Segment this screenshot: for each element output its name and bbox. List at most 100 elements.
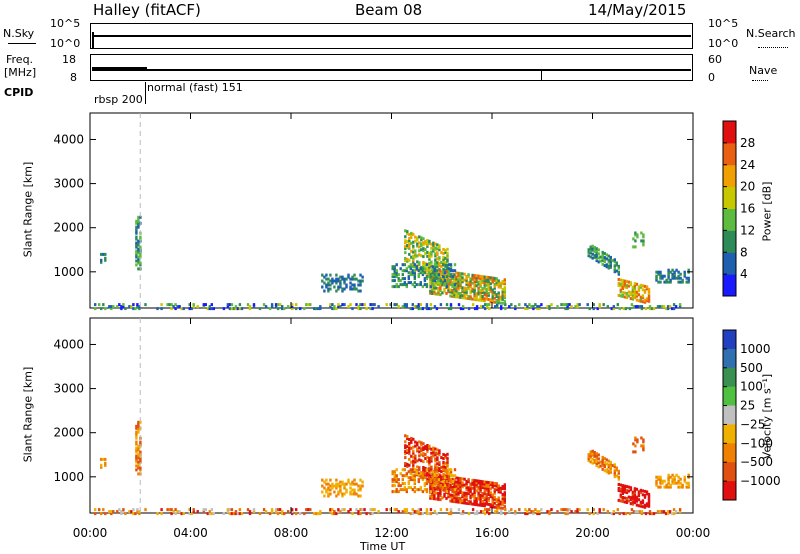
echo-cell: [463, 296, 466, 300]
echo-cell: [650, 307, 654, 311]
echo-cell: [436, 251, 439, 255]
echo-cell: [445, 480, 449, 484]
echo-cell: [631, 287, 635, 291]
echo-cell: [417, 480, 420, 484]
echo-cell: [495, 277, 498, 281]
echo-cell: [493, 505, 496, 509]
echo-cell: [345, 482, 348, 486]
echo-cell: [483, 279, 486, 283]
echo-cell: [479, 479, 482, 483]
echo-cell: [369, 512, 372, 516]
echo-cell: [397, 482, 400, 486]
echo-cell: [433, 265, 437, 269]
echo-cell: [501, 498, 504, 502]
echo-cell: [451, 485, 454, 489]
echo-cell: [467, 500, 470, 504]
echo-cell: [447, 267, 451, 271]
echo-cell: [481, 502, 484, 505]
echo-cell: [435, 307, 439, 311]
echo-cell: [327, 277, 330, 281]
echo-cell: [574, 305, 577, 309]
echo-cell: [599, 259, 602, 263]
echo-cell: [391, 490, 394, 494]
echo-cell: [393, 470, 396, 474]
echo-cell: [437, 279, 441, 283]
echo-cell: [451, 280, 454, 284]
echo-cell: [335, 273, 338, 277]
echo-cell: [611, 259, 614, 263]
echo-cell: [190, 512, 193, 516]
echo-cell: [663, 280, 666, 284]
echo-cell: [361, 275, 364, 279]
echo-cell: [588, 512, 591, 516]
echo-cell: [403, 303, 406, 307]
echo-cell: [473, 293, 476, 297]
echo-cell: [612, 307, 615, 311]
echo-cell: [323, 275, 326, 279]
echo-cell: [410, 255, 413, 259]
echo-cell: [397, 279, 400, 283]
echo-cell: [433, 472, 437, 476]
echo-cell: [500, 305, 503, 309]
echo-cell: [483, 281, 486, 285]
echo-cell: [428, 470, 431, 474]
echo-cell: [665, 280, 668, 284]
echo-cell: [349, 285, 352, 289]
echo-cell: [617, 264, 620, 268]
echo-cell: [444, 461, 447, 465]
echo-cell: [566, 508, 569, 512]
echo-cell: [98, 303, 101, 307]
echo-cell: [666, 307, 670, 311]
echo-cell: [479, 481, 482, 485]
echo-cell: [469, 502, 472, 506]
echo-cell: [497, 504, 500, 508]
echo-cell: [675, 481, 678, 485]
echo-cell: [497, 486, 500, 490]
echo-cell: [437, 485, 440, 489]
echo-cell: [491, 503, 494, 507]
echo-cell: [135, 253, 138, 257]
echo-cell: [178, 510, 181, 514]
echo-cell: [432, 241, 435, 245]
echo-cell: [609, 257, 612, 261]
echo-cell: [428, 241, 431, 245]
echo-cell: [412, 256, 415, 260]
echo-cell: [499, 500, 502, 504]
echo-cell: [335, 307, 338, 311]
echo-cell: [459, 293, 462, 297]
echo-cell: [641, 284, 645, 288]
echo-cell: [335, 289, 338, 293]
echo-cell: [479, 296, 482, 300]
echo-cell: [667, 276, 670, 280]
echo-cell: [355, 303, 358, 307]
freq-drop-spike: [541, 69, 542, 81]
echo-cell: [449, 499, 452, 503]
echo-cell: [437, 275, 441, 279]
echo-cell: [451, 489, 454, 493]
echo-cell: [619, 282, 622, 286]
echo-cell: [413, 263, 416, 267]
echo-cell: [591, 244, 594, 248]
echo-cell: [589, 255, 592, 259]
echo-cell: [687, 485, 690, 489]
echo-cell: [500, 307, 503, 311]
echo-cell: [343, 492, 346, 496]
echo-cell: [467, 480, 470, 484]
echo-cell: [648, 305, 652, 309]
cpid-rbsp: rbsp 200: [94, 93, 143, 106]
echo-cell: [414, 253, 417, 257]
echo-cell: [137, 249, 140, 253]
echo-cell: [639, 488, 643, 492]
echo-cell: [319, 307, 322, 311]
echo-cell: [479, 501, 482, 505]
echo-cell: [359, 283, 362, 287]
echo-cell: [423, 267, 427, 271]
echo-cell: [226, 305, 230, 309]
echo-cell: [118, 508, 121, 512]
echo-cell: [419, 476, 422, 480]
echo-cell: [349, 277, 352, 281]
echo-cell: [501, 289, 504, 293]
echo-cell: [524, 307, 527, 311]
echo-cell: [423, 482, 427, 486]
echo-cell: [369, 508, 372, 512]
